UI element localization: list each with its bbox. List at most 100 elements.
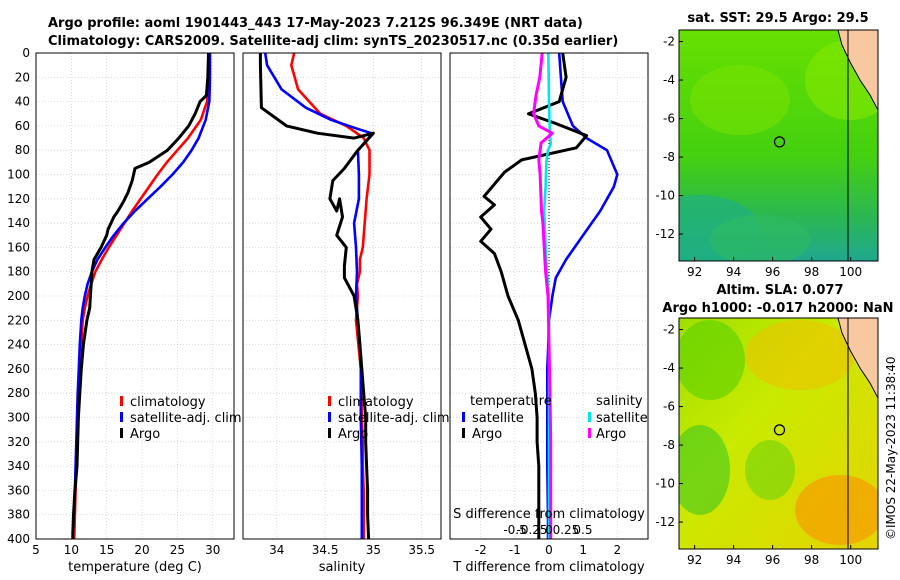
depth-tick-label: 60 <box>15 119 30 133</box>
sla-low-patch <box>745 440 795 500</box>
depth-tick-label: 160 <box>7 240 30 254</box>
legend-marker-temp-argo <box>462 428 465 438</box>
lat-tick-label: -4 <box>663 361 675 375</box>
legend-title-temperature: temperature <box>470 394 552 409</box>
x-tick-label: 20 <box>134 543 149 557</box>
title-line-1: Argo profile: aoml 1901443_443 17-May-20… <box>48 16 583 31</box>
lat-tick-label: -6 <box>663 112 675 126</box>
series-line-argo <box>258 53 375 540</box>
lon-tick-label: 92 <box>687 553 702 567</box>
legend-label-sal-argo: Argo <box>596 427 626 442</box>
x-tick-label: 0 <box>545 543 553 557</box>
title-line-2: Climatology: CARS2009. Satellite-adj cli… <box>48 34 618 49</box>
legend-label-sal-satellite: satellite <box>596 411 648 426</box>
sst-map-frame <box>678 29 879 262</box>
lon-tick-label: 98 <box>804 265 819 279</box>
legend-label-satellite: satellite-adj. clim <box>338 411 450 426</box>
temperature-xlabel: temperature (deg C) <box>68 560 202 575</box>
lon-tick-label: 100 <box>839 265 862 279</box>
lat-tick-label: -2 <box>663 323 675 337</box>
salinity-tick-labels: 34 34.5 35 35.5 <box>269 543 435 557</box>
temperature-tick-labels: 0 20 40 60 80 100 120 140 160 180 200 220 240 260 280 3… <box>7 46 220 557</box>
legend-marker-argo <box>120 428 123 438</box>
legend-label-argo: Argo <box>130 427 160 442</box>
x-tick-label-top: 0.25 <box>553 523 580 537</box>
series-line-salinity-argo <box>532 52 554 539</box>
x-tick-label-top: 0 <box>545 523 553 537</box>
series-line-salinity-satellite <box>542 52 553 539</box>
depth-tick-label: 220 <box>7 313 30 327</box>
series-line-argo <box>71 52 210 539</box>
depth-tick-label: 0 <box>22 46 30 60</box>
legend-marker-sal-satellite <box>588 412 591 422</box>
legend-marker-argo <box>328 428 331 438</box>
depth-tick-label: 140 <box>7 216 30 230</box>
sst-map-ticks: -2 -4 -6 -8 -10 -12 92 94 96 98 100 <box>655 35 862 279</box>
salinity-series <box>258 52 375 540</box>
legend-marker-satellite <box>120 412 123 422</box>
depth-tick-label: 240 <box>7 338 30 352</box>
lon-tick-label: 92 <box>687 265 702 279</box>
legend-label-climatology: climatology <box>338 395 414 410</box>
lon-tick-label: 96 <box>765 553 780 567</box>
x-tick-label-top: -0.25 <box>517 523 548 537</box>
differences-series <box>479 52 619 539</box>
x-tick-label: -1 <box>509 543 521 557</box>
temperature-legend: climatology satellite-adj. clim Argo <box>120 395 242 442</box>
x-tick-label: 2 <box>613 543 621 557</box>
differences-xlabel-top: S difference from climatology <box>453 507 645 522</box>
differences-xlabel: T difference from climatology <box>452 560 645 575</box>
argo-position-marker <box>773 424 786 436</box>
sst-warm-patch <box>690 65 790 135</box>
temperature-series <box>71 52 212 540</box>
x-tick-label: 25 <box>170 543 185 557</box>
legend-label-satellite: satellite-adj. clim <box>130 411 242 426</box>
sla-map-subtitle: Argo h1000: -0.017 h2000: NaN <box>662 301 893 316</box>
differences-panel: -2 -1 0 1 2-0.5-0.250 0.250.5 T difference fr… <box>449 52 649 575</box>
legend-marker-temp-satellite <box>462 412 465 422</box>
legend-label-climatology: climatology <box>130 395 206 410</box>
depth-tick-label: 280 <box>7 386 30 400</box>
sla-high-patch <box>745 320 855 390</box>
series-line-satellite-adj-clim <box>72 53 212 515</box>
argo-position-marker <box>773 136 786 148</box>
depth-tick-label: 400 <box>7 532 30 546</box>
lat-tick-label: -12 <box>655 227 675 241</box>
temperature-panel: 0 20 40 60 80 100 120 140 160 180 200 220 240 260 280 3… <box>7 46 242 575</box>
lat-tick-label: -8 <box>663 438 675 452</box>
x-tick-label: 1 <box>579 543 587 557</box>
x-tick-label: 35 <box>366 543 381 557</box>
sla-low-patch <box>679 425 730 515</box>
x-tick-label: -2 <box>475 543 487 557</box>
legend-marker-climatology <box>120 396 123 406</box>
lat-tick-label: -4 <box>663 73 675 87</box>
salinity-xlabel: salinity <box>319 560 366 575</box>
depth-tick-label: 180 <box>7 265 30 279</box>
depth-tick-label: 260 <box>7 362 30 376</box>
series-line-temperature-argo <box>479 52 589 539</box>
x-tick-label: 15 <box>99 543 114 557</box>
lat-tick-label: -6 <box>663 400 675 414</box>
salinity-legend: climatology satellite-adj. clim Argo <box>328 395 450 442</box>
depth-tick-label: 100 <box>7 168 30 182</box>
lat-tick-label: -2 <box>663 35 675 49</box>
lat-tick-label: -10 <box>655 477 675 491</box>
depth-tick-label: 20 <box>15 70 30 84</box>
lon-tick-label: 100 <box>839 553 862 567</box>
lon-tick-label: 94 <box>726 553 741 567</box>
sla-map: Altim. SLA: 0.077 Argo h1000: -0.017 h20… <box>655 283 893 567</box>
legend-label-temp-argo: Argo <box>472 427 502 442</box>
lon-tick-label: 96 <box>765 265 780 279</box>
lon-tick-label: 98 <box>804 553 819 567</box>
legend-marker-sal-argo <box>588 428 591 438</box>
lon-tick-label: 94 <box>726 265 741 279</box>
differences-legend: temperature salinity satellite Argo sate… <box>462 394 648 442</box>
depth-tick-label: 380 <box>7 508 30 522</box>
lat-tick-label: -10 <box>655 189 675 203</box>
x-tick-label-top: -0.5 <box>503 523 526 537</box>
sst-cool-patch <box>710 215 810 261</box>
legend-marker-climatology <box>328 396 331 406</box>
temperature-axes-frame <box>35 52 235 540</box>
legend-label-argo: Argo <box>338 427 368 442</box>
